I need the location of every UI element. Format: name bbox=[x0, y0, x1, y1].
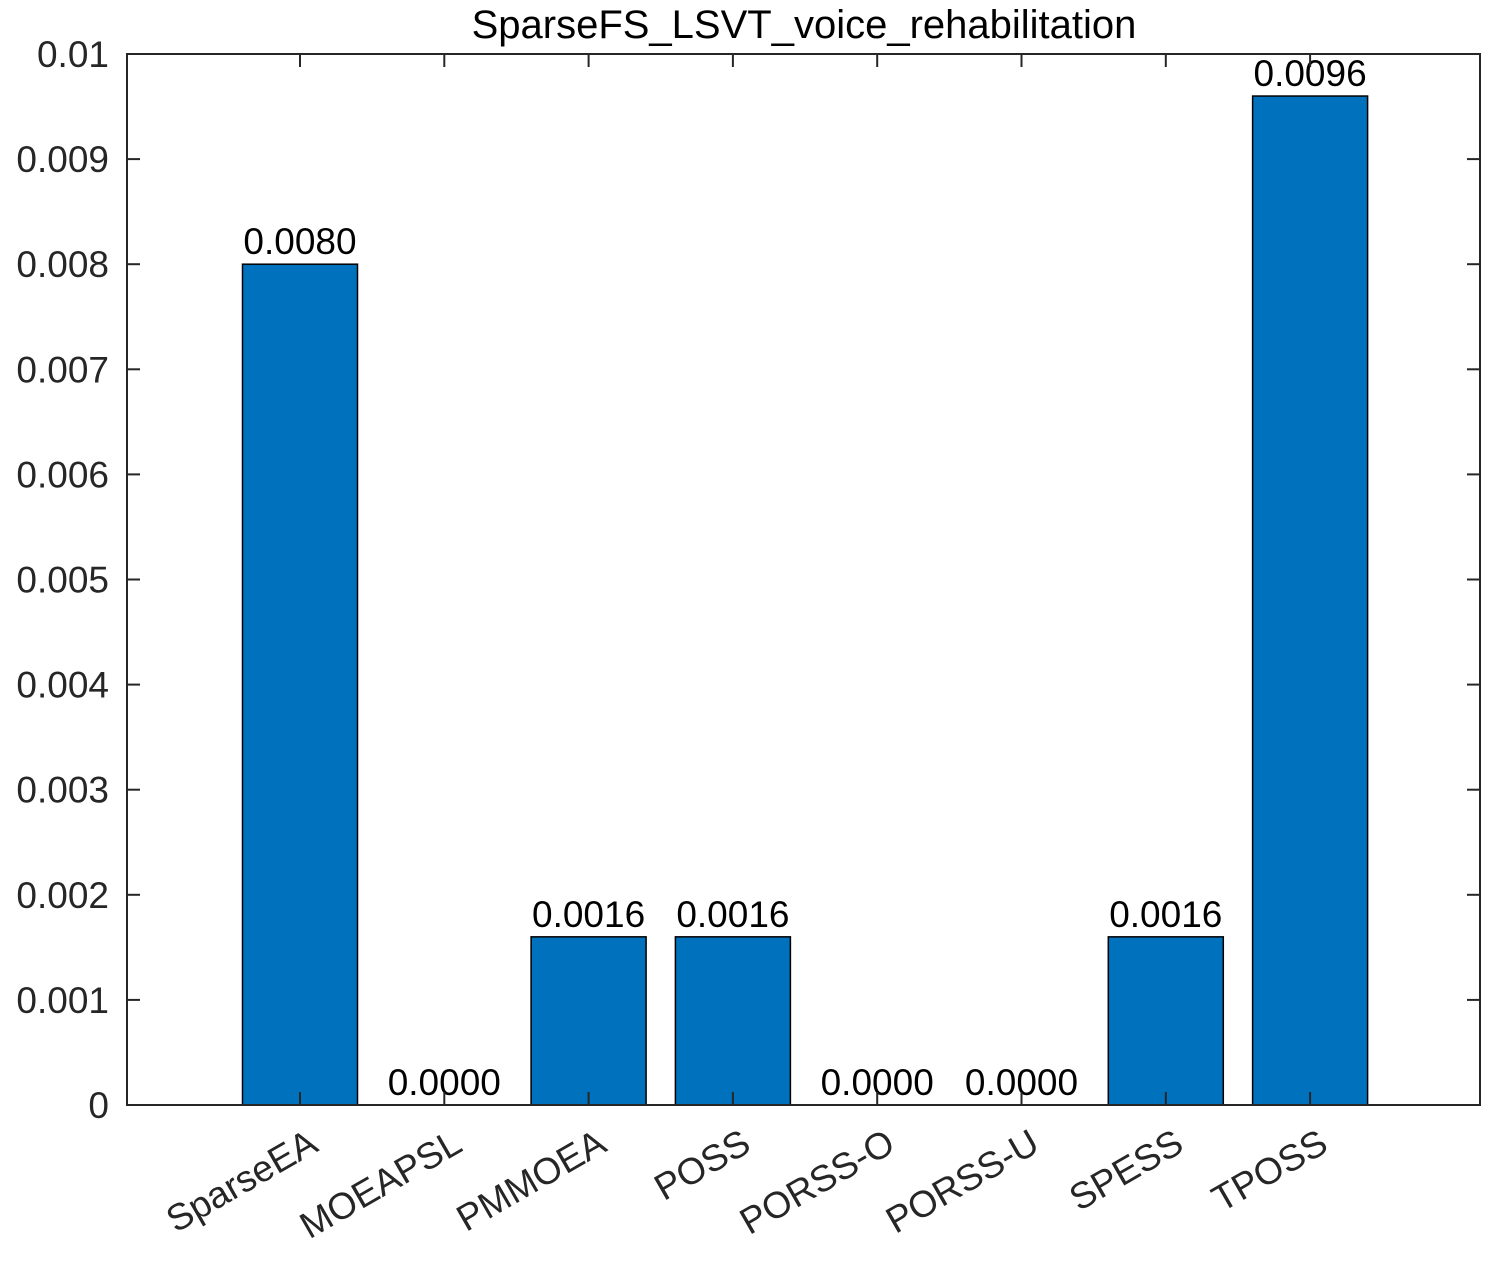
bar-tposs bbox=[1251, 95, 1369, 1106]
x-tick-label-pmmoea: PMMOEA bbox=[450, 1121, 613, 1239]
y-tick-label: 0.001 bbox=[16, 980, 109, 1021]
bar-poss bbox=[674, 936, 792, 1106]
y-tick-label: 0 bbox=[88, 1085, 109, 1126]
y-tick-label: 0.01 bbox=[37, 34, 109, 75]
y-tick-label: 0.006 bbox=[16, 454, 109, 495]
data-label-pmmoea: 0.0016 bbox=[532, 894, 645, 935]
x-tick-label-spess: SPESS bbox=[1062, 1121, 1189, 1218]
x-tick-label-porss-u: PORSS-U bbox=[879, 1121, 1045, 1241]
x-tick-label-poss: POSS bbox=[647, 1121, 757, 1208]
y-tick-label: 0.003 bbox=[16, 770, 109, 811]
bar-pmmoea bbox=[530, 936, 647, 1106]
y-tick-label: 0.002 bbox=[16, 875, 109, 916]
bar-spess bbox=[1107, 936, 1225, 1106]
data-label-spess: 0.0016 bbox=[1109, 894, 1222, 935]
bars-layer bbox=[241, 95, 1369, 1106]
x-tick-label-porss-o: PORSS-O bbox=[733, 1121, 901, 1242]
y-tick-label: 0.007 bbox=[16, 349, 109, 390]
y-tick-label: 0.004 bbox=[16, 665, 109, 706]
x-tick-label-tposs: TPOSS bbox=[1205, 1121, 1334, 1219]
y-ticks-layer: 0 0.001 0.002 0.003 0.004 0.005 0.006 0.007 0.00… bbox=[16, 34, 1480, 1126]
x-tick-label-moeapsl: MOEAPSL bbox=[293, 1121, 468, 1246]
y-tick-label: 0.005 bbox=[16, 560, 109, 601]
data-label-sparseea: 0.0080 bbox=[243, 221, 356, 262]
chart-title: SparseFS_LSVT_voice_rehabilitation bbox=[472, 3, 1137, 47]
y-tick-label: 0.009 bbox=[16, 139, 109, 180]
data-label-poss: 0.0016 bbox=[676, 894, 789, 935]
y-tick-label: 0.008 bbox=[16, 244, 109, 285]
bar-sparseea bbox=[241, 263, 359, 1106]
